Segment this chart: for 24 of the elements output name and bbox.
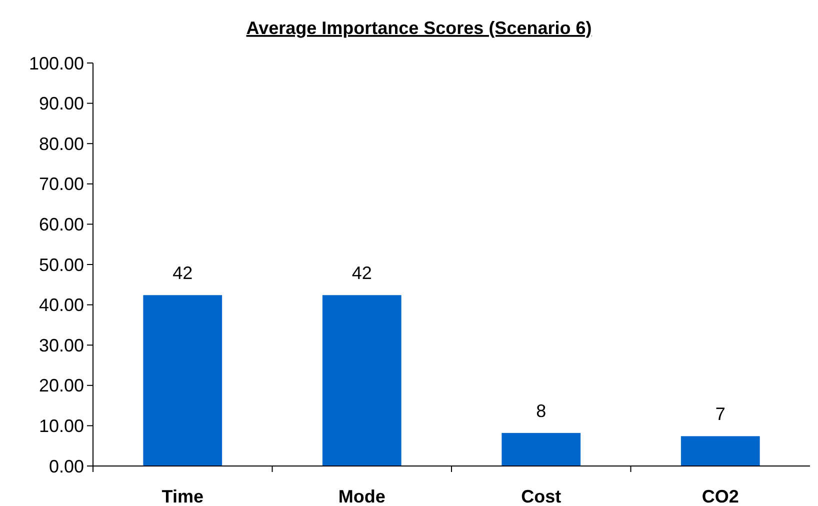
bar: [322, 295, 402, 466]
bar: [680, 436, 760, 466]
data-label: 8: [536, 400, 546, 421]
data-label: 7: [715, 404, 726, 424]
bar: [143, 295, 222, 466]
y-tick-label: 20.00: [38, 376, 84, 396]
y-tick-label: 60.00: [38, 214, 84, 234]
data-label: 42: [172, 263, 193, 284]
y-tick-label: 50.00: [38, 254, 84, 275]
y-tick-label: 30.00: [38, 335, 84, 356]
x-tick-label: Cost: [521, 486, 562, 506]
y-tick-label: 100.00: [28, 53, 84, 74]
y-tick-label: 80.00: [38, 134, 84, 154]
y-tick-label: 70.00: [38, 174, 84, 194]
y-tick-label: 40.00: [38, 295, 84, 316]
chart-title: Average Importance Scores (Scenario 6): [246, 18, 592, 38]
y-tick-label: 10.00: [38, 416, 84, 436]
x-tick-label: Mode: [338, 486, 386, 506]
y-tick-label: 0.00: [48, 456, 84, 476]
data-label: 42: [352, 263, 372, 284]
y-tick-label: 90.00: [38, 94, 84, 114]
x-tick-label: CO2: [702, 486, 739, 506]
bar: [502, 432, 581, 466]
x-tick-label: Time: [162, 486, 204, 506]
